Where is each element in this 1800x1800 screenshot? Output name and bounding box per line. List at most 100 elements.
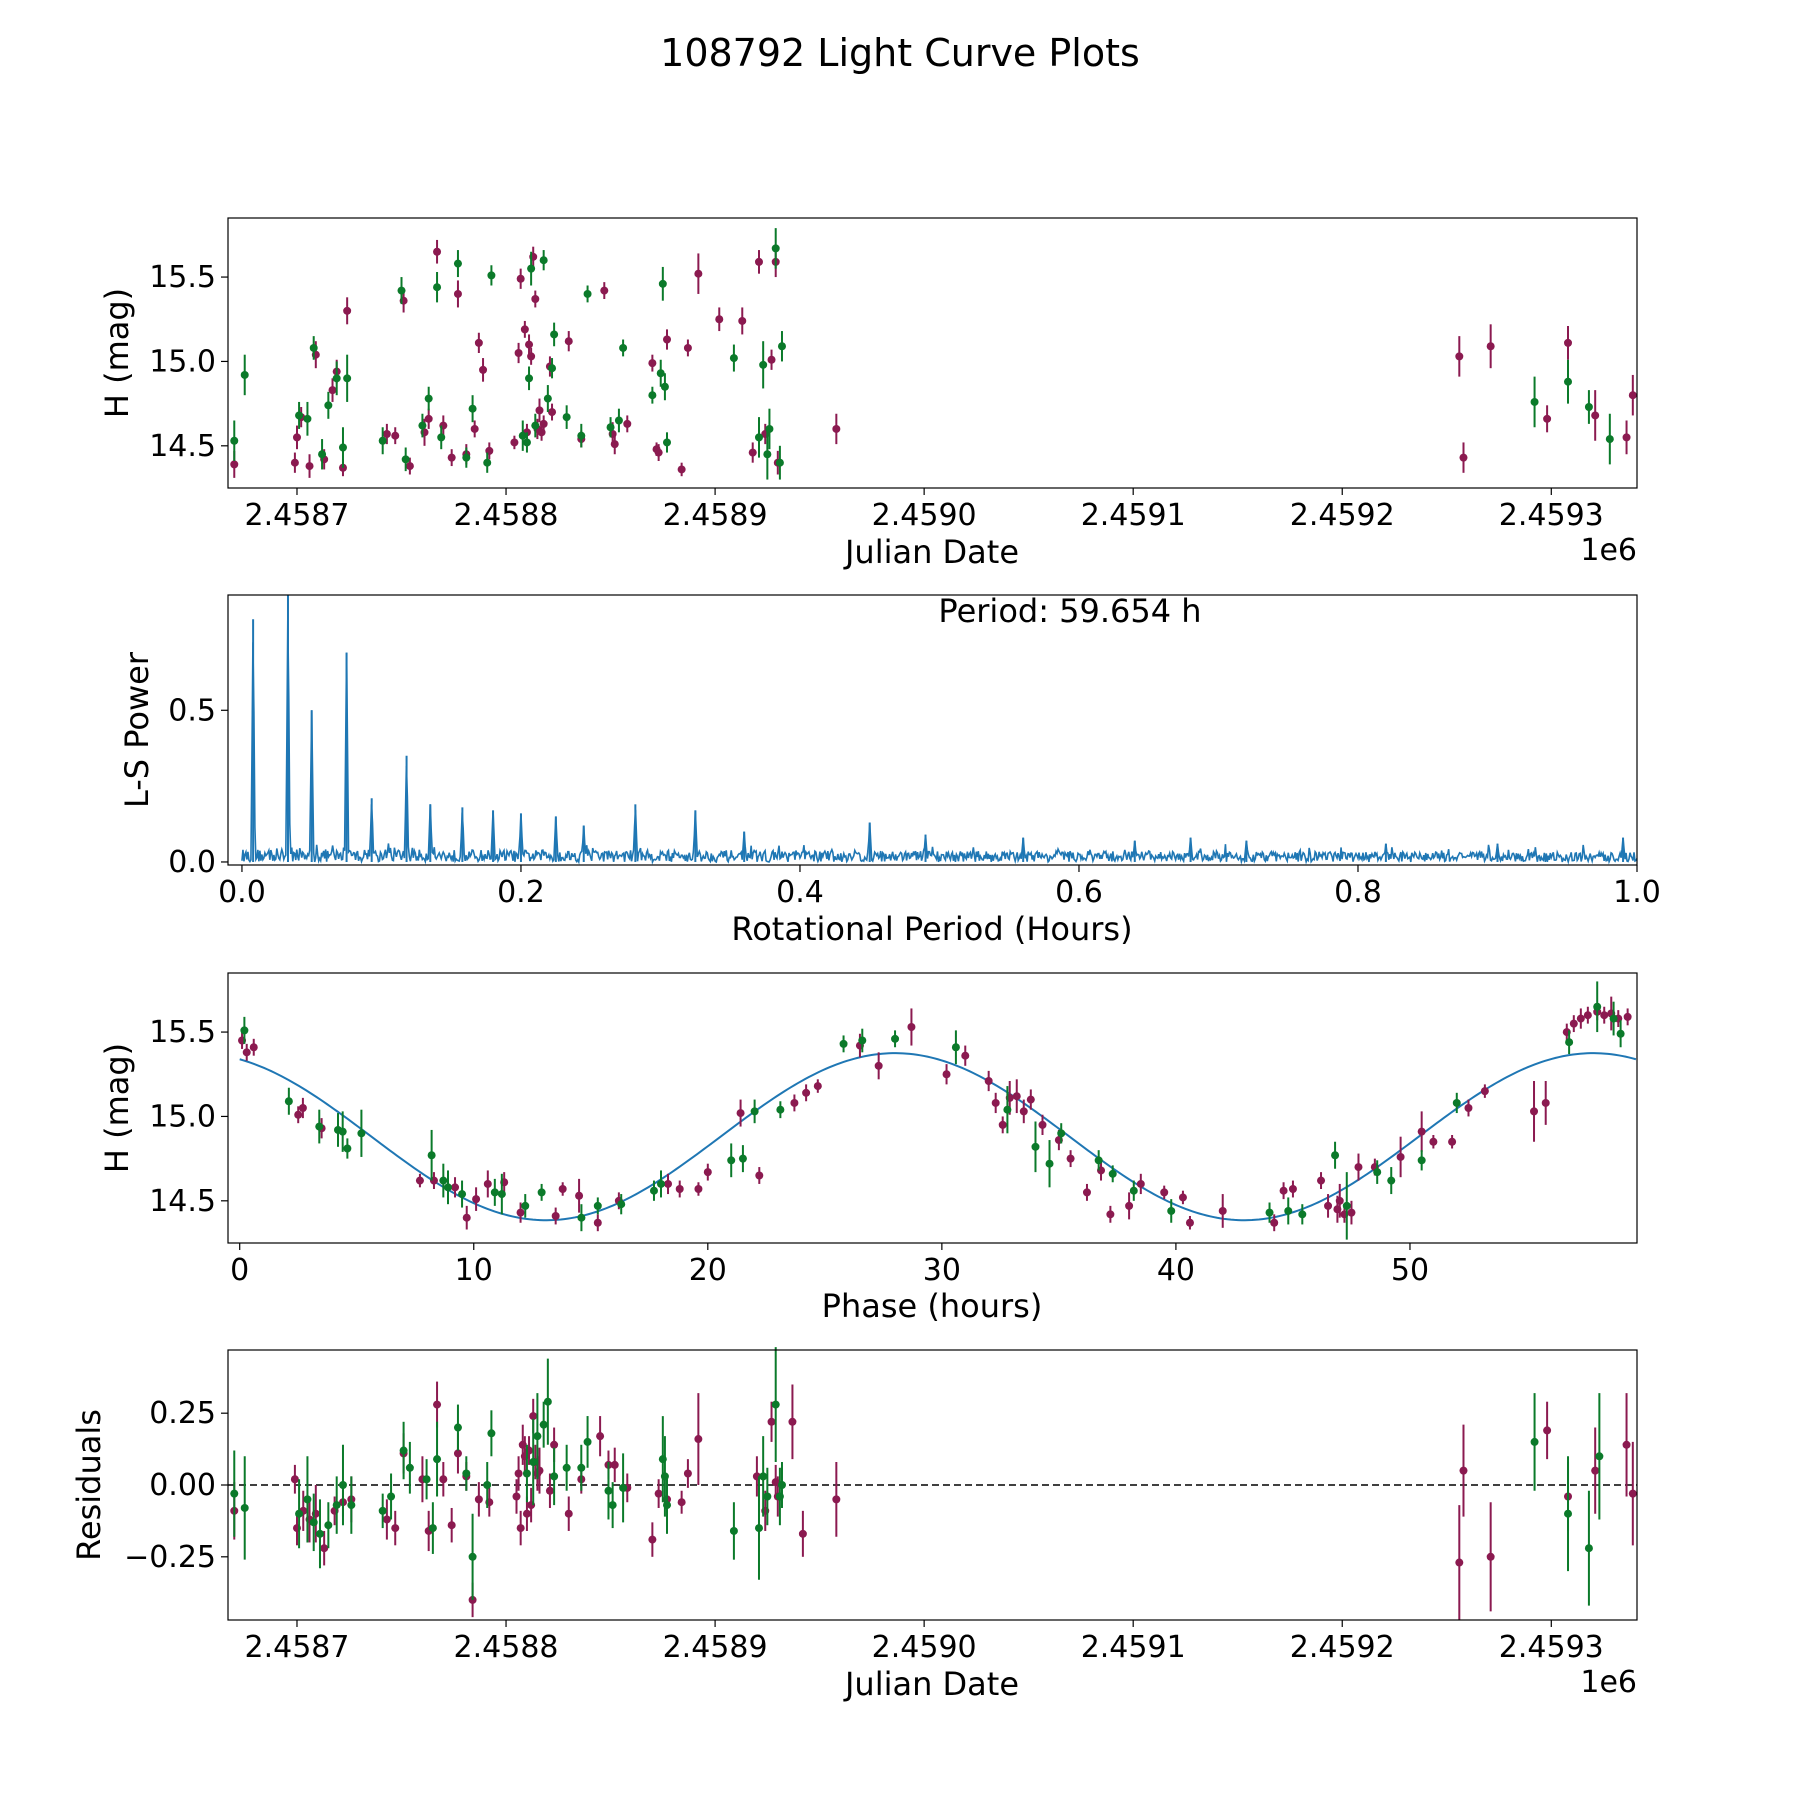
light-curve-point-b xyxy=(525,374,534,383)
phase-folded-point-a xyxy=(1218,1206,1227,1215)
periodogram-xtick-label: 1.0 xyxy=(1613,875,1661,910)
residuals-xtick-label: 2.4591 xyxy=(1081,1630,1186,1665)
light-curve-point-b xyxy=(424,394,433,403)
phase-folded-point-a xyxy=(998,1120,1007,1129)
light-curve-point-b xyxy=(453,259,462,268)
light-curve-point-b xyxy=(527,264,536,273)
light-curve-point-a xyxy=(1459,453,1468,462)
residuals-point-a xyxy=(1628,1489,1637,1498)
light-curve-point-a xyxy=(1628,391,1637,400)
light-curve-axes-frame xyxy=(227,217,1638,489)
periodogram-ticks: 0.0 0.2 0.4 0.6 0.8 1.0 0.0 0.5 xyxy=(168,693,1661,910)
residuals-point-b xyxy=(315,1529,324,1538)
phase-folded-point-b xyxy=(617,1200,626,1209)
phase-folded-point-a xyxy=(874,1061,883,1070)
light-curve-xtick-label: 2.4592 xyxy=(1290,498,1395,533)
light-curve-point-a xyxy=(648,359,657,368)
residuals-xtick-label: 2.4587 xyxy=(244,1630,349,1665)
light-curve-point-b xyxy=(729,354,738,363)
light-curve-point-b xyxy=(309,343,318,352)
light-curve-point-b xyxy=(418,421,427,430)
residuals-point-b xyxy=(522,1469,531,1478)
light-curve-ytick-label: 14.5 xyxy=(149,429,216,464)
phase-folded-point-b xyxy=(1003,1105,1012,1114)
light-curve-point-b xyxy=(663,438,672,447)
light-curve-point-b xyxy=(543,394,552,403)
phase-folded-point-a xyxy=(575,1191,584,1200)
residuals-point-b xyxy=(433,1455,442,1464)
light-curve-point-b xyxy=(775,458,784,467)
phase-folded-point-b xyxy=(1057,1129,1066,1138)
residuals-point-a xyxy=(514,1469,523,1478)
phase-folded-point-a xyxy=(755,1171,764,1180)
light-curve-point-b xyxy=(487,271,496,280)
phase-folded-point-a xyxy=(1106,1210,1115,1219)
phase-folded-point-b xyxy=(577,1213,586,1222)
residuals-point-a xyxy=(320,1544,329,1553)
light-curve-point-a xyxy=(453,289,462,298)
light-curve-point-a xyxy=(290,458,299,467)
light-curve-point-b xyxy=(550,330,559,339)
light-curve-point-b xyxy=(658,279,667,288)
light-curve-point-b xyxy=(401,455,410,464)
light-curve-point-b xyxy=(614,416,623,425)
light-curve-point-b xyxy=(303,414,312,423)
periodogram-xtick-label: 0.4 xyxy=(776,875,824,910)
phase-folded-point-b xyxy=(444,1183,453,1192)
phase-folded-point-a xyxy=(1429,1137,1438,1146)
phase-folded-ylabel: H (mag) xyxy=(98,1043,136,1173)
periodogram-xtick-label: 0.6 xyxy=(1055,875,1103,910)
phase-folded-point-a xyxy=(802,1088,811,1097)
light-curve-point-b xyxy=(1605,435,1614,444)
light-curve-point-b xyxy=(343,374,352,383)
light-curve-point-a xyxy=(516,274,525,283)
residuals-point-b xyxy=(240,1503,249,1512)
residuals-ylabel: Residuals xyxy=(70,1409,108,1561)
light-curve-point-b xyxy=(1584,403,1593,411)
light-curve-xtick-label: 2.4593 xyxy=(1499,498,1604,533)
phase-folded-point-b xyxy=(951,1043,960,1052)
residuals-xtick-label: 2.4592 xyxy=(1290,1630,1395,1665)
phase-folded-xtick-label: 50 xyxy=(1391,1253,1429,1288)
residuals-panel: 2.4587 2.4588 2.4589 2.4590 2.4591 2.4592 2.45… xyxy=(70,1347,1638,1703)
phase-folded-point-b xyxy=(315,1122,324,1131)
periodogram-axes-frame xyxy=(227,594,1638,866)
phase-folded-point-a xyxy=(1019,1107,1028,1116)
phase-folded-point-b xyxy=(240,1026,249,1035)
phase-folded-point-a xyxy=(1354,1163,1363,1172)
light-curve-point-a xyxy=(623,419,632,428)
light-curve-xtick-label: 2.4589 xyxy=(663,498,768,533)
phase-folded-point-a xyxy=(1530,1107,1539,1116)
phase-folded-point-a xyxy=(1026,1095,1035,1104)
light-curve-point-a xyxy=(1486,342,1495,351)
residuals-point-b xyxy=(663,1501,672,1510)
phase-folded-point-a xyxy=(675,1185,684,1193)
phase-folded-point-b xyxy=(727,1156,736,1165)
residuals-point-b xyxy=(453,1423,462,1432)
phase-folded-point-b xyxy=(490,1188,499,1197)
phase-folded-point-b xyxy=(776,1105,785,1114)
light-curve-point-b xyxy=(437,433,446,442)
phase-folded-point-a xyxy=(558,1185,567,1193)
residuals-x-offset: 1e6 xyxy=(1580,1665,1637,1700)
phase-folded-point-a xyxy=(991,1098,1000,1107)
phase-folded-point-a xyxy=(1082,1188,1091,1197)
residuals-point-b xyxy=(529,1458,538,1467)
phase-folded-point-b xyxy=(750,1107,759,1116)
residuals-point-a xyxy=(610,1460,619,1469)
phase-folded-point-a xyxy=(415,1176,424,1185)
light-curve-point-b xyxy=(378,436,387,445)
phase-folded-point-a xyxy=(1480,1087,1489,1096)
light-curve-point-a xyxy=(527,352,536,361)
light-curve-xtick-label: 2.4590 xyxy=(872,498,977,533)
light-curve-point-a xyxy=(447,453,456,462)
phase-folded-point-a xyxy=(736,1109,745,1118)
phase-folded-point-b xyxy=(839,1039,848,1048)
residuals-point-b xyxy=(577,1463,586,1472)
light-curve-point-a xyxy=(677,465,686,474)
residuals-point-a xyxy=(798,1529,807,1538)
residuals-point-a xyxy=(290,1475,299,1484)
phase-folded-point-a xyxy=(472,1195,481,1204)
phase-folded-point-a xyxy=(1541,1098,1550,1107)
phase-folded-point-a xyxy=(907,1023,916,1031)
